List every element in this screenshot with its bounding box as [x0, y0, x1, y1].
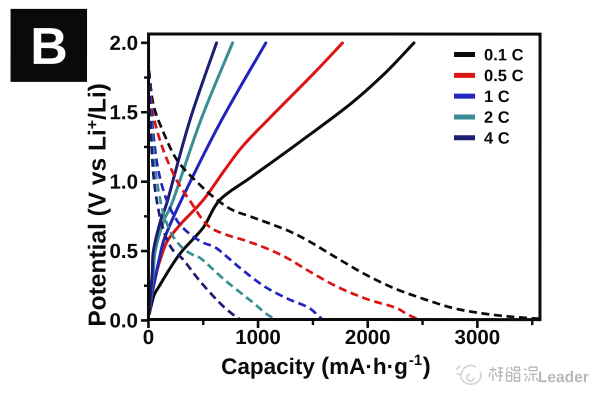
svg-text:0.5 C: 0.5 C	[484, 67, 524, 85]
svg-text:Potential (V vs Li+/Li): Potential (V vs Li+/Li)	[84, 83, 111, 327]
svg-text:0.0: 0.0	[109, 309, 138, 332]
svg-text:B: B	[30, 18, 68, 76]
svg-text:1000: 1000	[235, 326, 281, 349]
svg-text:Capacity (mA·h·g-1): Capacity (mA·h·g-1)	[221, 352, 431, 380]
svg-text:1 C: 1 C	[484, 88, 510, 106]
svg-text:2000: 2000	[345, 326, 391, 349]
svg-text:3000: 3000	[455, 326, 501, 349]
svg-text:1.5: 1.5	[110, 101, 139, 124]
svg-text:0: 0	[143, 326, 154, 349]
svg-text:Leader: Leader	[538, 369, 589, 386]
svg-text:2 C: 2 C	[484, 109, 510, 127]
svg-text:2.0: 2.0	[110, 32, 139, 55]
svg-text:1.0: 1.0	[110, 171, 139, 194]
svg-text:0.1 C: 0.1 C	[484, 46, 524, 64]
svg-text:4 C: 4 C	[484, 130, 510, 148]
svg-text:0.5: 0.5	[109, 240, 138, 263]
